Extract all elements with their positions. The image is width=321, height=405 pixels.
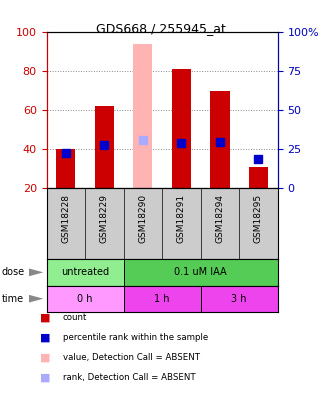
- Text: GSM18229: GSM18229: [100, 194, 109, 243]
- Bar: [172, 69, 191, 188]
- Text: untreated: untreated: [61, 267, 109, 277]
- Bar: [56, 149, 75, 188]
- Text: 3 h: 3 h: [231, 294, 247, 304]
- Bar: [124, 259, 278, 286]
- Text: GDS668 / 255945_at: GDS668 / 255945_at: [96, 22, 225, 35]
- Text: dose: dose: [2, 267, 25, 277]
- Bar: [249, 167, 268, 188]
- Text: time: time: [2, 294, 24, 304]
- Bar: [133, 44, 152, 188]
- Text: rank, Detection Call = ABSENT: rank, Detection Call = ABSENT: [63, 373, 195, 382]
- Text: ■: ■: [40, 313, 51, 323]
- Text: GSM18295: GSM18295: [254, 194, 263, 243]
- Text: ■: ■: [40, 372, 51, 382]
- Bar: [95, 107, 114, 188]
- Text: ■: ■: [40, 333, 51, 343]
- Text: value, Detection Call = ABSENT: value, Detection Call = ABSENT: [63, 353, 200, 362]
- Text: GSM18294: GSM18294: [215, 194, 224, 243]
- Text: GSM18228: GSM18228: [61, 194, 70, 243]
- Polygon shape: [29, 295, 43, 303]
- Text: 0 h: 0 h: [77, 294, 93, 304]
- Bar: [201, 286, 278, 312]
- Bar: [124, 286, 201, 312]
- Bar: [210, 91, 230, 188]
- Text: 1 h: 1 h: [154, 294, 170, 304]
- Text: ■: ■: [40, 352, 51, 362]
- Text: percentile rank within the sample: percentile rank within the sample: [63, 333, 208, 342]
- Bar: [47, 286, 124, 312]
- Text: GSM18291: GSM18291: [177, 194, 186, 243]
- Polygon shape: [29, 269, 43, 276]
- Text: count: count: [63, 313, 87, 322]
- Bar: [47, 259, 124, 286]
- Text: 0.1 uM IAA: 0.1 uM IAA: [174, 267, 227, 277]
- Text: GSM18290: GSM18290: [138, 194, 147, 243]
